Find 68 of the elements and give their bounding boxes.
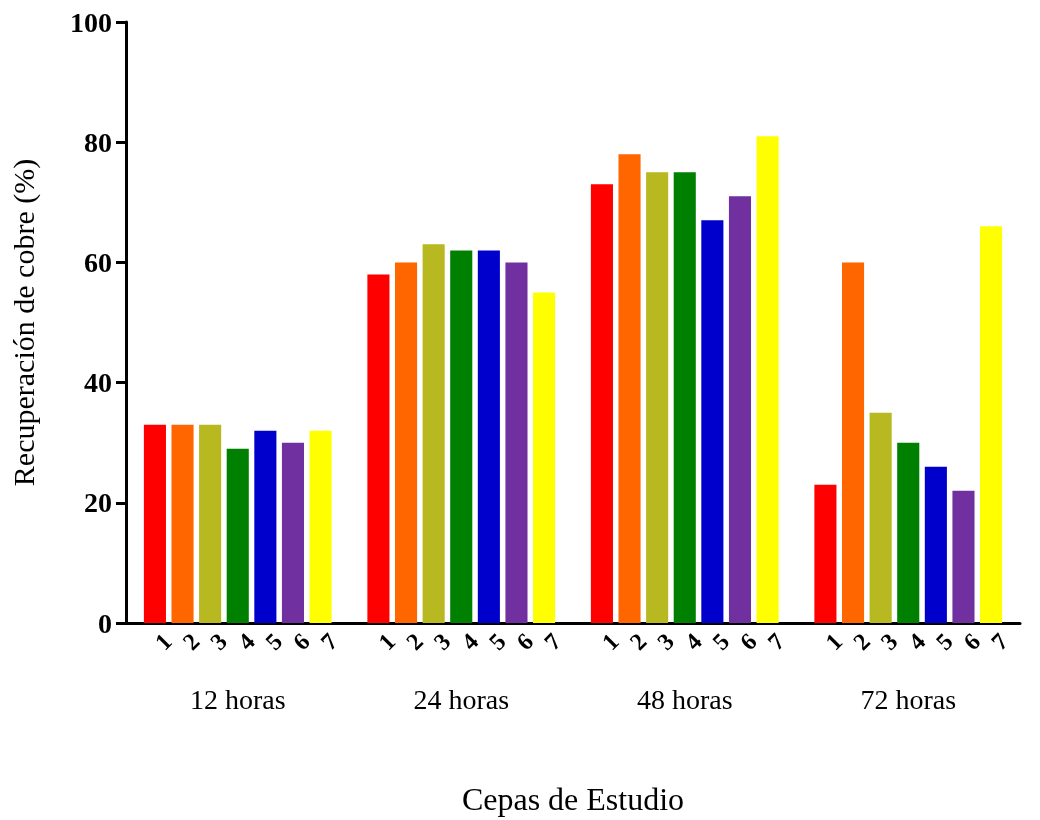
text: 2 <box>848 628 875 655</box>
text: 3 <box>428 628 456 655</box>
bar <box>309 430 332 623</box>
bar <box>281 442 305 623</box>
bar <box>143 424 166 623</box>
bar <box>171 424 194 623</box>
bar <box>618 154 641 623</box>
text: 1 <box>820 628 848 655</box>
text: 4 <box>232 628 260 655</box>
bar <box>756 136 779 623</box>
text: 7 <box>986 628 1013 655</box>
y-tick-label: 60 <box>84 246 112 278</box>
text: 5 <box>707 628 735 655</box>
text: 4 <box>679 628 707 655</box>
y-tick-label: 40 <box>84 367 112 399</box>
text: 2 <box>177 628 205 655</box>
bar <box>980 226 1003 623</box>
y-tick-label: 100 <box>70 6 112 38</box>
text: 4 <box>903 628 931 655</box>
y-axis-title: Recuperación de cobre (%) <box>6 158 41 487</box>
bar <box>841 262 865 623</box>
bar <box>199 424 222 623</box>
text: 5 <box>260 628 288 655</box>
bar <box>367 274 390 623</box>
bar <box>646 172 669 623</box>
text: 2 <box>624 628 652 655</box>
bar <box>869 412 892 623</box>
bar <box>590 184 613 623</box>
bar <box>505 262 528 623</box>
x-tick-label: 48 horas <box>636 683 733 715</box>
bar <box>673 172 696 623</box>
text: 6 <box>511 628 539 655</box>
bar <box>254 430 277 623</box>
text: 6 <box>735 628 762 655</box>
x-tick-label: 12 horas <box>189 683 286 715</box>
y-tick-label: 20 <box>84 487 112 519</box>
text: 2 <box>401 628 428 655</box>
text: 1 <box>149 628 177 655</box>
text: 5 <box>483 628 511 655</box>
text: 6 <box>288 628 315 655</box>
text: 5 <box>930 628 958 655</box>
text: 4 <box>456 628 484 655</box>
text: 3 <box>875 628 903 655</box>
y-tick-label: 80 <box>84 126 112 158</box>
text: 1 <box>373 628 401 655</box>
text: 7 <box>762 628 790 655</box>
y-tick-label: 0 <box>98 607 112 639</box>
text: 6 <box>958 628 986 655</box>
x-axis-title: Cepas de Estudio <box>461 781 685 817</box>
text: 7 <box>539 628 566 655</box>
bar <box>897 442 920 623</box>
bar <box>226 448 249 623</box>
bar <box>701 220 724 623</box>
bar <box>952 490 975 623</box>
bar <box>450 250 473 623</box>
x-tick-label: 24 horas <box>413 683 510 715</box>
bar <box>422 244 445 623</box>
text: 1 <box>596 628 624 655</box>
x-tick-label: 72 horas <box>860 683 957 715</box>
text: 3 <box>205 628 233 655</box>
bar <box>728 196 752 623</box>
bar <box>533 292 556 623</box>
text: 3 <box>652 628 680 655</box>
bar <box>814 484 837 623</box>
bar <box>924 466 947 623</box>
bar <box>394 262 418 623</box>
text: 7 <box>315 628 343 655</box>
bar <box>477 250 500 623</box>
